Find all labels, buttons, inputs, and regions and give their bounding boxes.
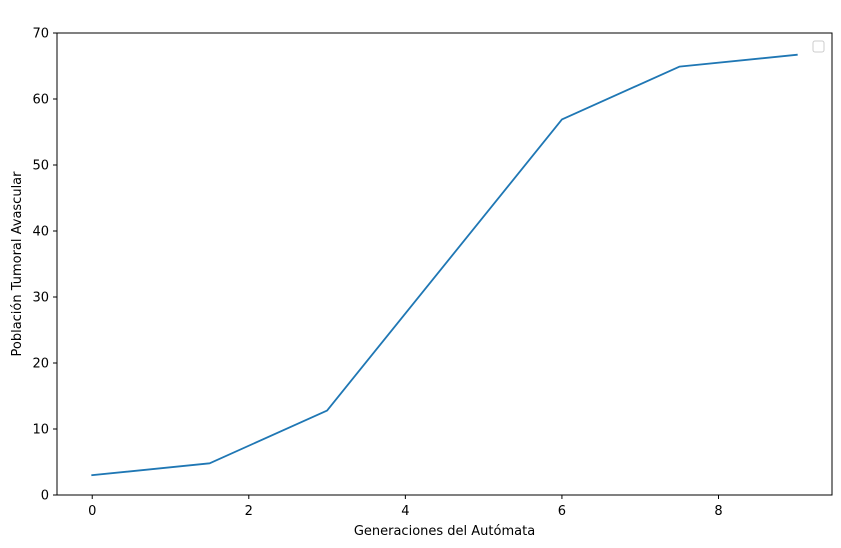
- x-tick-label: 0: [88, 504, 96, 519]
- y-tick-label: 40: [32, 225, 49, 240]
- x-tick-label: 4: [401, 504, 409, 519]
- y-tick-label: 10: [32, 423, 49, 438]
- y-tick-label: 20: [32, 357, 49, 372]
- x-axis: 0 2 4 6 8: [88, 495, 723, 519]
- y-axis-label: Población Tumoral Avascular: [10, 171, 25, 357]
- y-tick-label: 60: [32, 93, 49, 108]
- y-tick-label: 50: [32, 159, 49, 174]
- y-tick-label: 30: [32, 291, 49, 306]
- x-tick-label: 2: [245, 504, 253, 519]
- y-axis: 0 10 20 30 40 50 60 70: [32, 27, 57, 504]
- x-axis-label: Generaciones del Autómata: [354, 524, 535, 539]
- x-tick-label: 6: [558, 504, 566, 519]
- y-tick-label: 70: [32, 27, 49, 42]
- x-tick-label: 8: [714, 504, 722, 519]
- series-line-0: [91, 53, 798, 477]
- marks-layer: [91, 53, 798, 477]
- plot-frame: [56, 32, 833, 496]
- legend-box: [812, 40, 825, 53]
- y-tick-label: 0: [41, 489, 49, 504]
